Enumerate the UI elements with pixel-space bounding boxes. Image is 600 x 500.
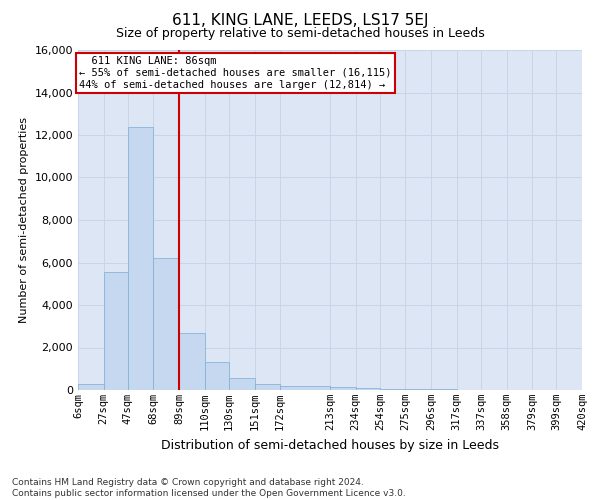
Bar	[179, 332, 205, 390]
Text: 611 KING LANE: 86sqm  
← 55% of semi-detached houses are smaller (16,115)
44% of: 611 KING LANE: 86sqm ← 55% of semi-detac…	[79, 56, 392, 90]
Bar	[356, 388, 380, 390]
Bar	[154, 258, 179, 390]
Bar	[406, 389, 431, 390]
Text: 611, KING LANE, LEEDS, LS17 5EJ: 611, KING LANE, LEEDS, LS17 5EJ	[172, 12, 428, 28]
Bar	[330, 387, 356, 390]
Bar	[229, 378, 254, 390]
Bar	[254, 384, 280, 390]
Bar	[128, 126, 154, 390]
Bar	[78, 384, 104, 390]
Bar	[205, 362, 229, 390]
X-axis label: Distribution of semi-detached houses by size in Leeds: Distribution of semi-detached houses by …	[161, 438, 499, 452]
Bar	[380, 388, 406, 390]
Bar	[104, 272, 128, 390]
Text: Size of property relative to semi-detached houses in Leeds: Size of property relative to semi-detach…	[116, 28, 484, 40]
Bar	[280, 386, 330, 390]
Y-axis label: Number of semi-detached properties: Number of semi-detached properties	[19, 117, 29, 323]
Text: Contains HM Land Registry data © Crown copyright and database right 2024.
Contai: Contains HM Land Registry data © Crown c…	[12, 478, 406, 498]
